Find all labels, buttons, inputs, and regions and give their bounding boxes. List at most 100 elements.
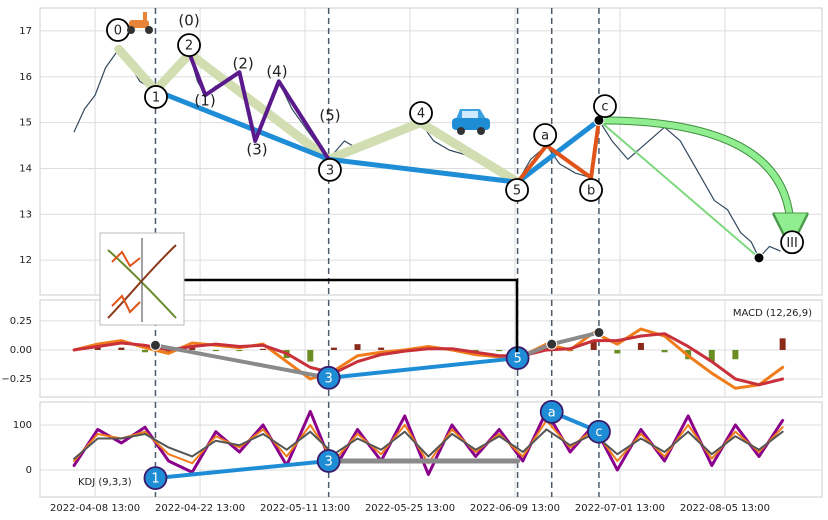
histogram-bar <box>779 338 786 350</box>
y-tick-label: 15 <box>19 118 32 129</box>
forecast-arrow <box>598 117 791 230</box>
y-tick-label: 0.25 <box>10 316 32 327</box>
wave-label: 1 <box>151 472 159 487</box>
wave-label: 3 <box>325 371 333 386</box>
series-line <box>187 51 331 162</box>
histogram-bar <box>307 349 314 362</box>
histogram-bar <box>236 349 243 352</box>
wave-label-circle <box>316 365 341 390</box>
x-tick-label: 2022-04-08 13:00 <box>50 503 140 514</box>
x-tick-label: 2022-08-05 13:00 <box>680 503 770 514</box>
series-line <box>72 332 785 387</box>
x-tick-label: 2022-05-25 13:00 <box>365 503 455 514</box>
histogram-bar <box>661 349 668 353</box>
wave-label: 5 <box>513 184 521 199</box>
series-line <box>72 327 785 390</box>
y-tick-label: −0.25 <box>1 374 32 385</box>
wave-label: III <box>786 236 798 251</box>
y-tick-label: 13 <box>19 209 32 220</box>
car-icon <box>452 109 490 135</box>
wave-label: (2) <box>232 55 253 73</box>
wave-label: (3) <box>246 141 267 159</box>
y-tick-label: 16 <box>19 72 32 83</box>
pivot-dot <box>593 327 605 339</box>
series-line <box>597 119 761 259</box>
pivot-dot <box>149 339 161 351</box>
wave-label-circle <box>539 400 564 424</box>
wave-label: 3 <box>326 163 334 178</box>
histogram-bar <box>637 342 644 350</box>
indicator-title: KDJ (9,3,3) <box>78 477 132 488</box>
series-line <box>73 428 784 460</box>
wave-label: (0) <box>178 11 199 29</box>
histogram-bar <box>189 346 196 350</box>
wave-label: (1) <box>194 92 215 110</box>
y-tick-label: 17 <box>19 26 32 37</box>
pivot-dot <box>753 252 765 264</box>
wave-label-circle <box>579 178 603 202</box>
series-line <box>72 409 785 476</box>
thumbnail <box>99 232 185 326</box>
histogram-bar <box>590 341 597 350</box>
series-line <box>114 44 523 187</box>
connector-line <box>184 278 519 352</box>
x-tick-label: 2022-06-09 13:00 <box>470 503 560 514</box>
histogram-bar <box>165 349 172 354</box>
histogram-bar <box>708 349 715 362</box>
histogram-bar <box>614 349 621 354</box>
histogram-bar <box>260 348 267 350</box>
wave-label: a <box>541 128 549 143</box>
series-line <box>326 356 520 380</box>
wave-label-circle <box>533 123 558 147</box>
wave-label-circle <box>143 466 168 490</box>
wave-label-circle <box>318 157 342 182</box>
wave-label: a <box>548 405 556 420</box>
wave-label-circle <box>593 94 617 119</box>
histogram-bar <box>118 347 125 350</box>
wave-label: 3 <box>325 454 333 469</box>
y-tick-label: 100 <box>13 420 32 431</box>
histogram-bar <box>212 349 219 352</box>
series-line <box>152 88 602 185</box>
histogram-bar <box>732 349 739 360</box>
scooter-icon <box>127 12 153 34</box>
wave-label: 2 <box>185 39 193 54</box>
wave-label: 5 <box>513 352 521 367</box>
wave-label: 0 <box>114 24 122 39</box>
indicator-title: MACD (12,26,9) <box>733 308 812 319</box>
panel-background <box>39 401 823 498</box>
y-tick-label: 0.00 <box>10 345 32 356</box>
pivot-dot <box>546 338 558 350</box>
x-tick-label: 2022-07-01 13:00 <box>575 503 665 514</box>
series-line <box>515 118 601 185</box>
x-tick-label: 2022-04-22 13:00 <box>155 503 245 514</box>
y-tick-label: 14 <box>19 163 32 174</box>
wave-label: (4) <box>266 62 287 80</box>
wave-label: 4 <box>417 106 425 121</box>
wave-label: c <box>595 425 602 440</box>
wave-label-circle <box>144 85 168 109</box>
histogram-bar <box>94 347 101 350</box>
histogram-bar <box>141 349 148 353</box>
wave-label-circle <box>409 101 433 125</box>
histogram-bar <box>378 347 385 350</box>
wave-label-circle <box>505 178 529 202</box>
wave-label-circle <box>587 419 611 444</box>
series-line <box>153 343 331 380</box>
y-tick-label: 12 <box>19 255 32 266</box>
x-tick-label: 2022-05-11 13:00 <box>260 503 350 514</box>
wave-label-circle <box>316 449 341 473</box>
histogram-bar <box>330 347 337 350</box>
wave-label-circle <box>177 33 201 58</box>
wave-label: b <box>587 184 595 199</box>
histogram-bar <box>496 349 503 352</box>
wave-label-circle <box>780 230 804 255</box>
wave-label: 1 <box>152 90 160 105</box>
histogram-bar <box>354 344 361 350</box>
wave-label: c <box>601 100 608 115</box>
series-line <box>153 458 331 481</box>
wave-label: (5) <box>319 106 340 124</box>
y-tick-label: 0 <box>26 465 32 476</box>
